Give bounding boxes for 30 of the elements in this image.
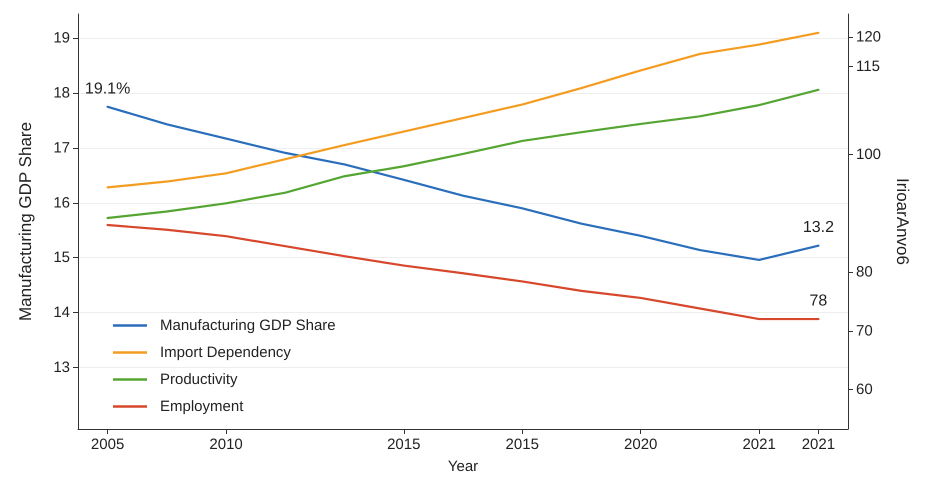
x-tick-label: 2021 (802, 436, 836, 453)
legend-label: Manufacturing GDP Share (160, 317, 336, 334)
y2-tick-label: 120 (856, 28, 882, 46)
annotation: 19.1% (84, 80, 130, 98)
x-axis-title: Year (448, 458, 478, 475)
y-axis-title: Manufacturing GDP Share (16, 122, 35, 322)
x-tick-label: 2015 (506, 436, 539, 453)
annotation: 13.2 (802, 219, 834, 236)
y2-tick-label: 100 (856, 146, 882, 163)
y2-tick-label: 60 (856, 381, 873, 398)
legend-label: Employment (160, 398, 244, 415)
x-tick-label: 2005 (90, 436, 124, 453)
y-tick-label: 18 (53, 84, 70, 102)
legend-label: Import Dependency (160, 344, 292, 361)
x-tick-label: 2021 (742, 436, 776, 453)
y-tick-label: 14 (53, 304, 70, 322)
y-tick-label: 13 (53, 359, 70, 376)
y-tick-label: 15 (53, 249, 70, 266)
y2-tick-label: 70 (856, 322, 873, 340)
y-tick-label: 19 (53, 30, 70, 47)
x-tick-label: 2015 (387, 436, 420, 453)
y-tick-label: 16 (53, 194, 70, 212)
y2-tick-label: 115 (856, 58, 880, 75)
annotation: 78 (809, 292, 828, 310)
y2-axis-title: IrioarAnvo6 (893, 178, 912, 265)
legend-label: Productivity (160, 371, 238, 388)
y2-tick-label: 80 (856, 264, 873, 281)
x-tick-label: 2020 (624, 436, 658, 453)
y-tick-label: 17 (53, 139, 70, 156)
x-tick-label: 2010 (209, 436, 243, 453)
